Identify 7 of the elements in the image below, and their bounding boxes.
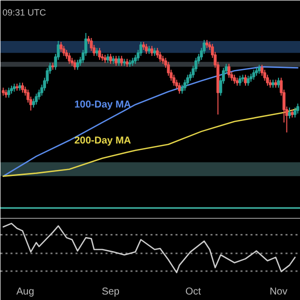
x-tick-label: Nov bbox=[270, 286, 288, 298]
x-tick-label: Oct bbox=[185, 286, 202, 298]
series-label: 100-Day MA bbox=[74, 99, 132, 110]
series-label: 200-Day MA bbox=[74, 135, 132, 146]
x-tick-label: Aug bbox=[16, 286, 34, 298]
text: 09:31 UTC bbox=[2, 8, 47, 18]
x-tick-label: Sep bbox=[102, 286, 120, 298]
